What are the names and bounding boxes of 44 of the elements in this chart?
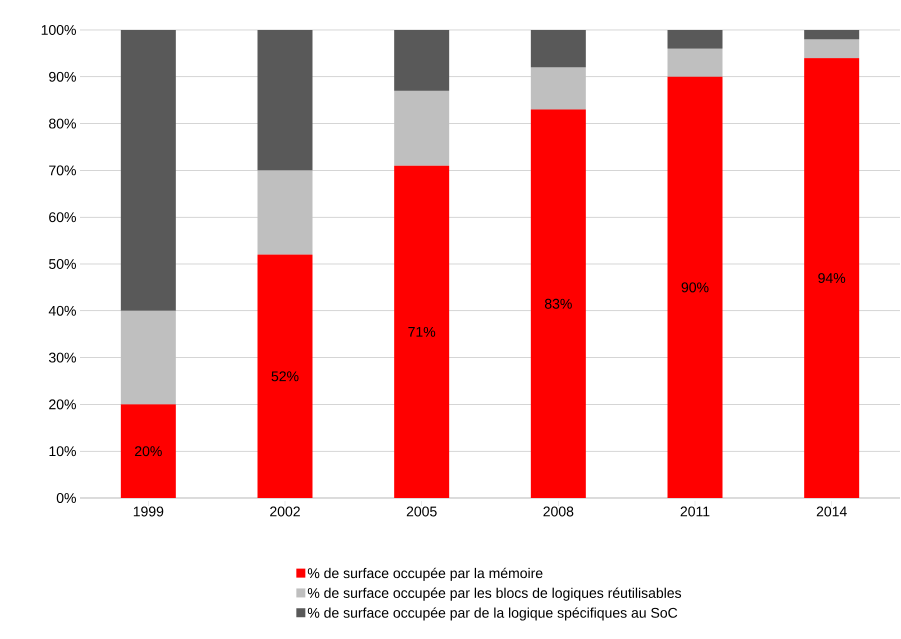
x-tick-label: 2014 (816, 506, 847, 516)
bar (258, 254, 312, 498)
x-tick-label: 2005 (406, 506, 437, 516)
bar (804, 39, 860, 58)
legend-label: % de surface occupée par de la logique spécifiques au SoC (308, 607, 678, 621)
bar (120, 30, 176, 311)
y-tick-label: 0% (56, 493, 76, 503)
bar (120, 404, 176, 498)
data-label: 90% (682, 282, 709, 292)
y-tick-label: 10% (50, 446, 76, 456)
legend-label: % de surface occupée par les blocs de logiques réutilisables (308, 588, 682, 601)
x-tick-label: 2002 (270, 506, 300, 516)
data-label: 52% (272, 371, 299, 382)
y-tick-label: 90% (49, 72, 76, 82)
x-tick-label: 1999 (134, 506, 164, 516)
y-tick-label: 40% (48, 306, 76, 316)
y-tick-label: 60% (49, 212, 76, 222)
bar (668, 76, 723, 498)
legend-label: % de surface occupée par la mémoire (308, 568, 542, 581)
y-tick-label: 20% (49, 399, 76, 410)
bar (394, 166, 450, 498)
bar (530, 67, 586, 110)
bar (258, 170, 312, 255)
y-tick-label: 30% (48, 352, 76, 363)
bar (530, 110, 586, 498)
data-label: 83% (544, 298, 572, 309)
data-label: 94% (818, 273, 846, 283)
bar (120, 310, 176, 404)
x-tick-label: 2008 (543, 506, 574, 516)
x-tick-label: 2011 (680, 506, 710, 516)
bar (668, 30, 723, 49)
bar (668, 48, 723, 77)
bar (804, 30, 860, 40)
y-tick-label: 100% (42, 25, 76, 35)
y-tick-label: 50% (49, 259, 76, 269)
data-label: 20% (135, 446, 162, 456)
bar (804, 58, 860, 498)
data-label: 71% (408, 326, 436, 337)
bar (394, 90, 450, 166)
y-tick-label: 80% (49, 118, 76, 129)
bar (394, 30, 450, 91)
y-tick-label: 70% (49, 165, 76, 176)
bar (258, 30, 312, 170)
bar (530, 30, 586, 68)
